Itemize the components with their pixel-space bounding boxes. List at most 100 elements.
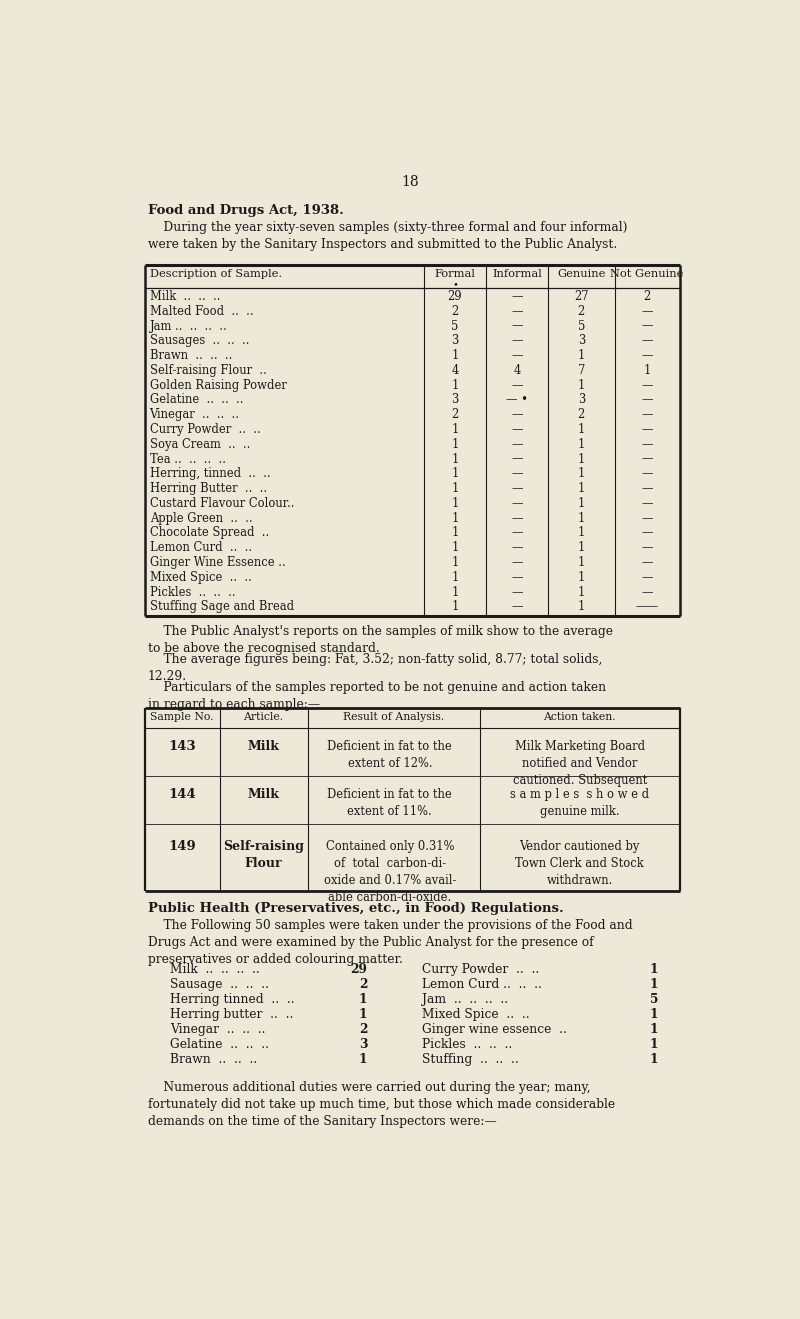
Text: —: — [511,483,522,495]
Text: —: — [511,290,522,303]
Text: —: — [511,438,522,451]
Text: —: — [511,305,522,318]
Text: Article.: Article. [243,712,283,723]
Text: 3: 3 [578,393,585,406]
Text: Formal: Formal [434,269,475,280]
Text: Result of Analysis.: Result of Analysis. [343,712,444,723]
Text: 1: 1 [643,364,651,377]
Text: Soya Cream  ..  ..: Soya Cream .. .. [150,438,250,451]
Text: 143: 143 [168,740,196,753]
Text: 1: 1 [650,1024,658,1037]
Text: 1: 1 [451,586,458,599]
Text: 2: 2 [451,305,458,318]
Text: 1: 1 [451,438,458,451]
Text: Self-raising
Flour: Self-raising Flour [223,840,304,871]
Text: —: — [642,483,653,495]
Text: 1: 1 [578,438,585,451]
Text: —: — [642,526,653,539]
Text: Golden Raising Powder: Golden Raising Powder [150,379,286,392]
Text: Milk  ..  ..  ..  ..: Milk .. .. .. .. [170,963,259,976]
Text: —: — [511,512,522,525]
Text: —: — [642,586,653,599]
Text: The average figures being: Fat, 3.52; non-fatty solid, 8.77; total solids,
12.29: The average figures being: Fat, 3.52; no… [148,653,602,683]
Text: —: — [511,586,522,599]
Text: 1: 1 [451,600,458,613]
Text: Sausages  ..  ..  ..: Sausages .. .. .. [150,334,249,347]
Text: 1: 1 [578,571,585,584]
Text: Informal: Informal [492,269,542,280]
Text: Milk: Milk [247,740,279,753]
Text: —: — [511,497,522,510]
Text: —: — [511,423,522,437]
Text: —: — [511,334,522,347]
Text: 1: 1 [359,1054,367,1066]
Text: Herring tinned  ..  ..: Herring tinned .. .. [170,993,294,1006]
Text: Genuine: Genuine [557,269,606,280]
Text: Chocolate Spread  ..: Chocolate Spread .. [150,526,269,539]
Text: Particulars of the samples reported to be not genuine and action taken
in regard: Particulars of the samples reported to b… [148,681,606,711]
Text: 1: 1 [650,1054,658,1066]
Text: Malted Food  ..  ..: Malted Food .. .. [150,305,254,318]
Text: Herring, tinned  ..  ..: Herring, tinned .. .. [150,467,270,480]
Text: Description of Sample.: Description of Sample. [150,269,282,280]
Text: —: — [511,379,522,392]
Text: 1: 1 [451,512,458,525]
Text: —: — [511,408,522,421]
Text: 2: 2 [578,408,585,421]
Text: 2: 2 [643,290,650,303]
Text: —: — [511,571,522,584]
Text: Lemon Curd  ..  ..: Lemon Curd .. .. [150,541,252,554]
Text: Deficient in fat to the
extent of 11%.: Deficient in fat to the extent of 11%. [327,787,452,818]
Text: 1: 1 [578,350,585,363]
Text: 1: 1 [650,1038,658,1051]
Text: During the year sixty-seven samples (sixty-three formal and four informal)
were : During the year sixty-seven samples (six… [148,222,627,252]
Text: Curry Powder  ..  ..: Curry Powder .. .. [422,963,539,976]
Text: Lemon Curd ..  ..  ..: Lemon Curd .. .. .. [422,979,542,992]
Text: Not Genuine: Not Genuine [610,269,684,280]
Text: 3: 3 [451,334,458,347]
Text: 1: 1 [451,467,458,480]
Text: —: — [642,541,653,554]
Text: 3: 3 [359,1038,367,1051]
Text: s a m p l e s  s h o w e d
genuine milk.: s a m p l e s s h o w e d genuine milk. [510,787,650,818]
Text: —: — [511,557,522,568]
Text: Mixed Spice  ..  ..: Mixed Spice .. .. [150,571,251,584]
Text: 1: 1 [359,993,367,1006]
Text: 1: 1 [578,467,585,480]
Text: 29: 29 [350,963,367,976]
Text: 27: 27 [574,290,589,303]
Text: 2: 2 [359,1024,367,1037]
Text: —: — [642,393,653,406]
Text: Jam ..  ..  ..  ..: Jam .. .. .. .. [150,319,227,332]
Text: Sample No.: Sample No. [150,712,214,723]
Text: —: — [642,408,653,421]
Text: Numerous additional duties were carried out during the year; many,
fortunately d: Numerous additional duties were carried … [148,1080,615,1128]
Text: 1: 1 [578,586,585,599]
Text: Deficient in fat to the
extent of 12%.: Deficient in fat to the extent of 12%. [327,740,452,770]
Text: Milk: Milk [247,787,279,801]
Text: 1: 1 [578,600,585,613]
Text: Herring Butter  ..  ..: Herring Butter .. .. [150,483,266,495]
Text: Vinegar  ..  ..  ..: Vinegar .. .. .. [150,408,240,421]
Text: Gelatine  ..  ..  ..: Gelatine .. .. .. [170,1038,269,1051]
Text: —: — [642,350,653,363]
Text: 1: 1 [451,350,458,363]
Text: Contained only 0.31%
of  total  carbon-di-
oxide and 0.17% avail-
able carbon-di: Contained only 0.31% of total carbon-di-… [324,840,456,905]
Text: Ginger wine essence  ..: Ginger wine essence .. [422,1024,566,1037]
Text: —: — [642,497,653,510]
Text: 4: 4 [514,364,521,377]
Text: —: — [642,423,653,437]
Text: Apple Green  ..  ..: Apple Green .. .. [150,512,252,525]
Text: Herring butter  ..  ..: Herring butter .. .. [170,1008,293,1021]
Text: Brawn  ..  ..  ..: Brawn .. .. .. [170,1054,257,1066]
Text: —: — [642,319,653,332]
Text: 5: 5 [578,319,585,332]
Text: —: — [642,379,653,392]
Text: 1: 1 [578,379,585,392]
Text: — •: — • [506,393,528,406]
Text: 5: 5 [451,319,458,332]
Text: •: • [452,280,458,289]
Text: 5: 5 [650,993,658,1006]
Text: 1: 1 [578,423,585,437]
Text: 1: 1 [451,571,458,584]
